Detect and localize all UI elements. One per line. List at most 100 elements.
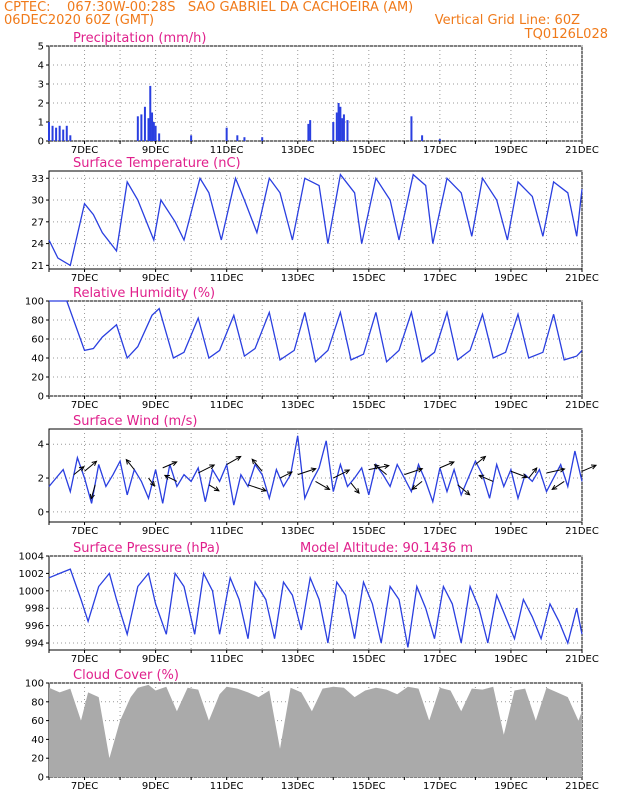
wind-arrow — [125, 459, 135, 470]
x-tick-label: 15DEC — [352, 781, 386, 792]
panel-cloud: 0 20 40 60 80 100 7DEC 9DEC 11DEC 13DEC 15DEC 17DEC… — [25, 668, 599, 792]
precip-bar — [147, 118, 150, 141]
y-tick-label: 996 — [25, 621, 44, 632]
precip-bar — [339, 106, 342, 141]
y-tick-label: 20 — [31, 373, 44, 384]
y-tick-label: 40 — [31, 354, 44, 365]
x-tick-label: 13DEC — [281, 781, 315, 792]
wind-arrow — [478, 474, 494, 482]
wind-arrow — [279, 471, 293, 479]
x-tick-label: 17DEC — [423, 526, 457, 537]
x-tick-label: 21DEC — [565, 526, 599, 537]
precip-bar — [48, 122, 50, 141]
precip-bar — [190, 135, 193, 141]
y-tick-label: 1000 — [19, 586, 44, 597]
x-tick-label: 13DEC — [281, 400, 315, 411]
wind-arrow — [297, 468, 316, 476]
wind-arrow — [73, 466, 85, 476]
wind-arrow-head — [324, 485, 331, 490]
panel-title: Precipitation (mm/h) — [73, 31, 206, 46]
precip-bar — [140, 114, 143, 141]
wind-arrow — [551, 481, 565, 490]
header-line3-right: TQ0126L028 — [524, 27, 608, 42]
model-altitude-annotation: Model Altitude: 90.1436 m — [300, 541, 473, 556]
precip-bar — [55, 127, 58, 141]
x-tick-label: 7DEC — [71, 145, 98, 156]
y-tick-label: 0 — [38, 137, 44, 148]
panel-title: Surface Wind (m/s) — [73, 414, 197, 429]
panel-title: Surface Pressure (hPa) — [73, 541, 220, 556]
y-tick-label: 100 — [25, 297, 44, 308]
panel-title: Cloud Cover (%) — [73, 668, 179, 683]
wind-arrow — [198, 464, 215, 474]
x-tick-label: 7DEC — [71, 526, 98, 537]
wind-arrow-head — [91, 460, 98, 467]
x-tick-label: 19DEC — [494, 781, 528, 792]
wind-arrow — [439, 461, 455, 469]
x-tick-label: 21DEC — [565, 654, 599, 665]
wind-arrow-head — [260, 486, 268, 492]
precip-bar — [151, 112, 154, 141]
y-tick-label: 1002 — [19, 569, 44, 580]
y-tick-label: 27 — [31, 217, 44, 228]
precip-bar — [341, 118, 344, 141]
x-tick-label: 17DEC — [423, 400, 457, 411]
wind-arrow-head — [590, 464, 598, 470]
x-tick-label: 19DEC — [494, 145, 528, 156]
x-tick-label: 13DEC — [281, 273, 315, 284]
x-tick-label: 11DEC — [210, 781, 244, 792]
y-tick-label: 20 — [31, 754, 44, 765]
precip-bar — [332, 122, 335, 141]
wind-arrow — [333, 469, 350, 479]
x-tick-label: 17DEC — [423, 654, 457, 665]
wind-arrow — [148, 477, 155, 487]
wind-arrow-head — [478, 474, 485, 480]
x-tick-label: 9DEC — [142, 781, 169, 792]
wind-arrow — [411, 481, 423, 490]
x-tick-label: 15DEC — [352, 654, 386, 665]
wind-arrow-head — [125, 458, 132, 465]
y-tick-label: 0 — [38, 392, 44, 403]
precip-bar — [152, 122, 155, 141]
y-tick-label: 4 — [38, 61, 44, 72]
wind-arrow-head — [521, 473, 528, 479]
precip-bar — [149, 85, 152, 141]
x-tick-label: 19DEC — [494, 526, 528, 537]
precip-bar — [261, 137, 264, 141]
wind-arrow — [350, 482, 360, 494]
wind-arrow — [510, 470, 528, 478]
x-tick-label: 13DEC — [281, 145, 315, 156]
y-tick-label: 21 — [31, 261, 44, 272]
wind-arrow-head — [373, 463, 380, 470]
panel-frame — [48, 45, 583, 142]
panel-humidity: 0 20 40 60 80 100 7DEC 9DEC 11DEC 13DEC 15DEC 17DEC… — [25, 286, 599, 411]
precip-bar — [335, 112, 338, 141]
wind-arrow — [90, 484, 96, 499]
precip-bar — [51, 125, 54, 141]
wind-arrow-head — [411, 484, 418, 491]
y-tick-label: 0 — [38, 507, 44, 518]
x-tick-label: 15DEC — [352, 273, 386, 284]
wind-arrow — [475, 456, 486, 465]
wind-arrow-head — [559, 467, 566, 473]
x-tick-label: 9DEC — [142, 400, 169, 411]
series-line-wind — [48, 435, 583, 506]
wind-arrow — [164, 474, 178, 482]
x-tick-label: 11DEC — [210, 654, 244, 665]
wind-arrow-head — [286, 471, 294, 477]
wind-arrow-head — [464, 490, 471, 496]
precip-bar — [58, 125, 61, 141]
x-tick-label: 21DEC — [565, 145, 599, 156]
wind-arrow — [546, 468, 565, 474]
wind-arrow-head — [480, 455, 487, 462]
panel-frame — [48, 300, 583, 397]
precip-bar — [342, 114, 345, 141]
y-tick-label: 998 — [25, 604, 44, 615]
x-tick-label: 9DEC — [142, 654, 169, 665]
series-line-humidity — [49, 300, 583, 364]
x-tick-label: 15DEC — [352, 145, 386, 156]
panel-title: Surface Temperature (nC) — [73, 156, 241, 171]
x-tick-label: 9DEC — [142, 145, 169, 156]
y-tick-label: 1004 — [19, 552, 44, 563]
panel-title: Relative Humidity (%) — [73, 286, 215, 301]
